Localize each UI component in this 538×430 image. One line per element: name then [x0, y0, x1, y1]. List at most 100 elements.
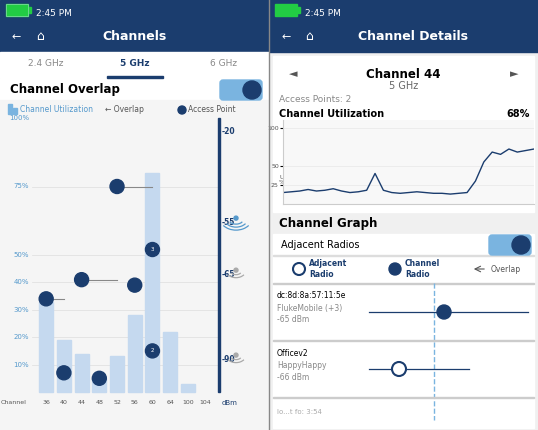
Text: ← Overlap: ← Overlap — [105, 105, 144, 114]
Bar — [273, 56, 534, 212]
Text: 68%: 68% — [507, 109, 530, 119]
Circle shape — [389, 263, 401, 275]
Bar — [218, 118, 220, 392]
Text: Channel: Channel — [1, 400, 27, 405]
Text: 30%: 30% — [13, 307, 29, 313]
Text: 52: 52 — [113, 400, 121, 405]
Text: 104: 104 — [200, 400, 211, 405]
Circle shape — [39, 292, 53, 306]
Circle shape — [145, 243, 159, 257]
Text: -55: -55 — [222, 218, 236, 227]
Text: Channel Utilization: Channel Utilization — [20, 105, 93, 114]
Circle shape — [57, 366, 71, 380]
Circle shape — [512, 236, 530, 254]
FancyBboxPatch shape — [489, 235, 531, 255]
Text: -65: -65 — [222, 270, 236, 279]
Bar — [297, 7, 300, 13]
Text: 2: 2 — [151, 348, 154, 353]
Bar — [273, 234, 534, 256]
Text: 6 GHz: 6 GHz — [210, 59, 237, 68]
Bar — [273, 284, 534, 340]
Text: 64: 64 — [166, 400, 174, 405]
Bar — [28, 7, 31, 13]
Text: ←: ← — [281, 32, 291, 42]
Text: 56: 56 — [131, 400, 139, 405]
Bar — [6, 4, 28, 16]
Bar — [181, 384, 195, 392]
Text: Channel Details: Channel Details — [358, 31, 469, 43]
Text: 2:45 PM: 2:45 PM — [36, 9, 72, 18]
Text: Channel Overlap: Channel Overlap — [10, 83, 120, 96]
Circle shape — [75, 273, 89, 287]
Text: Officev2: Officev2 — [277, 348, 309, 357]
Text: Channel 44: Channel 44 — [366, 68, 441, 80]
Circle shape — [178, 106, 186, 114]
Text: dc:8d:8a:57:11:5e: dc:8d:8a:57:11:5e — [277, 292, 346, 301]
Text: 60: 60 — [148, 400, 157, 405]
Circle shape — [93, 371, 107, 385]
Text: dBm: dBm — [222, 400, 238, 406]
Text: 100: 100 — [182, 400, 194, 405]
Bar — [145, 173, 159, 392]
Bar — [275, 4, 297, 16]
Bar — [128, 315, 141, 392]
Text: 20%: 20% — [13, 334, 29, 340]
Circle shape — [293, 263, 305, 275]
Text: 48: 48 — [95, 400, 103, 405]
Text: 2:45 PM: 2:45 PM — [305, 9, 341, 18]
Bar — [273, 340, 534, 341]
Bar — [75, 353, 89, 392]
Text: Adjacent
Radio: Adjacent Radio — [309, 258, 347, 280]
Bar — [6, 4, 28, 16]
Bar — [39, 301, 53, 392]
Text: 3: 3 — [151, 247, 154, 252]
Bar — [0, 100, 269, 118]
Circle shape — [243, 81, 261, 99]
Circle shape — [110, 179, 124, 194]
Text: 10%: 10% — [13, 362, 29, 368]
Bar — [269, 22, 538, 52]
Text: 5 GHz: 5 GHz — [389, 81, 418, 91]
Text: -66 dBm: -66 dBm — [277, 372, 309, 381]
Text: lo...t fo: 3:54: lo...t fo: 3:54 — [277, 409, 322, 415]
Text: ◄: ◄ — [289, 69, 298, 79]
Text: Channels: Channels — [102, 31, 167, 43]
Bar — [273, 256, 534, 284]
Text: Adjacent Radios: Adjacent Radios — [281, 240, 359, 250]
Circle shape — [234, 353, 238, 357]
Text: 40%: 40% — [13, 280, 29, 286]
Circle shape — [234, 216, 238, 220]
Text: -90: -90 — [222, 355, 236, 364]
Text: -20: -20 — [222, 127, 236, 136]
Bar — [57, 340, 71, 392]
Bar — [269, 0, 538, 22]
Bar — [0, 22, 269, 52]
Text: Overlap: Overlap — [491, 264, 521, 273]
Circle shape — [128, 278, 141, 292]
Text: FlukeMobile (+3): FlukeMobile (+3) — [277, 304, 342, 313]
Bar — [163, 332, 177, 392]
Text: Access Points: 2: Access Points: 2 — [279, 95, 351, 104]
Text: 36: 36 — [43, 400, 50, 405]
Bar — [110, 356, 124, 392]
Text: 50%: 50% — [13, 252, 29, 258]
Text: Util
%: Util % — [279, 175, 289, 185]
Text: 44: 44 — [77, 400, 86, 405]
FancyBboxPatch shape — [220, 80, 262, 100]
Bar — [273, 398, 534, 428]
Bar — [107, 76, 162, 78]
Bar — [273, 341, 534, 397]
Text: ►: ► — [509, 69, 518, 79]
Text: Channel
Radio: Channel Radio — [405, 258, 440, 280]
Text: ←: ← — [12, 32, 22, 42]
Circle shape — [437, 305, 451, 319]
Circle shape — [392, 362, 406, 376]
Text: ⌂: ⌂ — [36, 31, 44, 43]
Bar — [13, 108, 17, 114]
Text: -65 dBm: -65 dBm — [277, 316, 309, 325]
Bar — [8, 104, 12, 114]
Text: 5 GHz: 5 GHz — [120, 59, 149, 68]
Bar — [0, 52, 269, 78]
Bar — [0, 78, 269, 102]
Text: 100%: 100% — [9, 115, 29, 121]
